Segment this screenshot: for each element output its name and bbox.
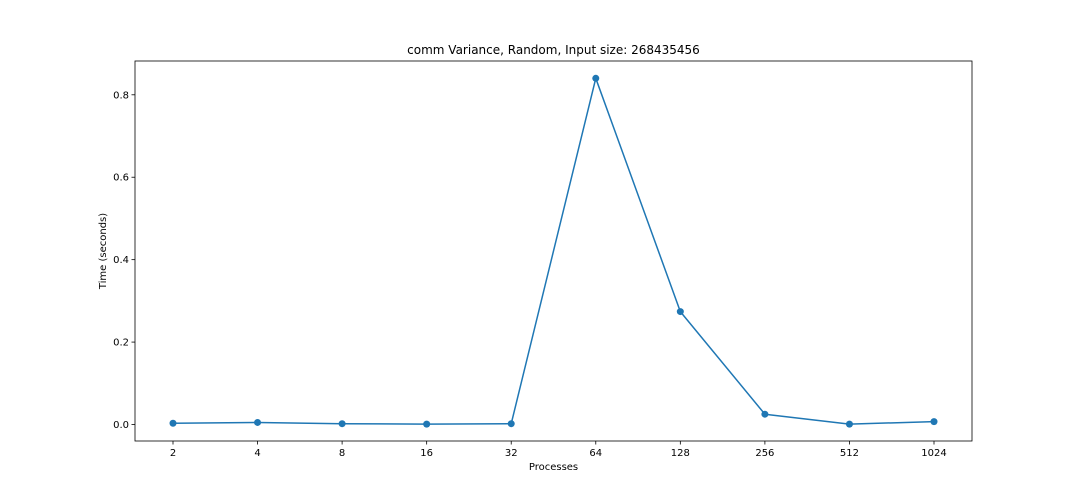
y-tick-label: 0.4 [113,255,129,266]
y-tick-label: 0.0 [113,420,129,431]
x-tick-label: 1024 [921,448,946,459]
x-tick-label: 512 [840,448,859,459]
x-tick-label: 64 [589,448,602,459]
series-line [172,77,935,425]
x-axis: 2 4 8 16 32 64 128 256 512 1024 [170,441,947,459]
data-point [254,418,262,426]
x-tick-label: 256 [755,448,774,459]
chart-title: comm Variance, Random, Input size: 26843… [407,43,700,57]
data-point [592,74,600,82]
plot-area [134,60,973,442]
y-axis-label: Time (seconds) [98,213,109,290]
y-tick-label: 0.6 [113,173,129,184]
data-point [169,419,177,427]
data-point [423,420,431,428]
x-tick-label: 128 [671,448,690,459]
data-point [338,420,346,428]
y-tick-label: 0.2 [113,338,129,349]
x-tick-label: 16 [420,448,433,459]
data-point [761,410,769,418]
series-layer [169,74,938,428]
data-point [676,308,684,316]
x-axis-label: Processes [529,462,578,473]
x-tick-label: 32 [505,448,518,459]
x-tick-label: 4 [254,448,260,459]
data-point [930,418,938,426]
x-tick-label: 8 [339,448,345,459]
y-tick-label: 0.8 [113,90,129,101]
data-point [845,420,853,428]
y-axis: 0.0 0.2 0.4 0.6 0.8 [113,90,135,431]
data-point [507,420,515,428]
x-tick-label: 2 [170,448,176,459]
